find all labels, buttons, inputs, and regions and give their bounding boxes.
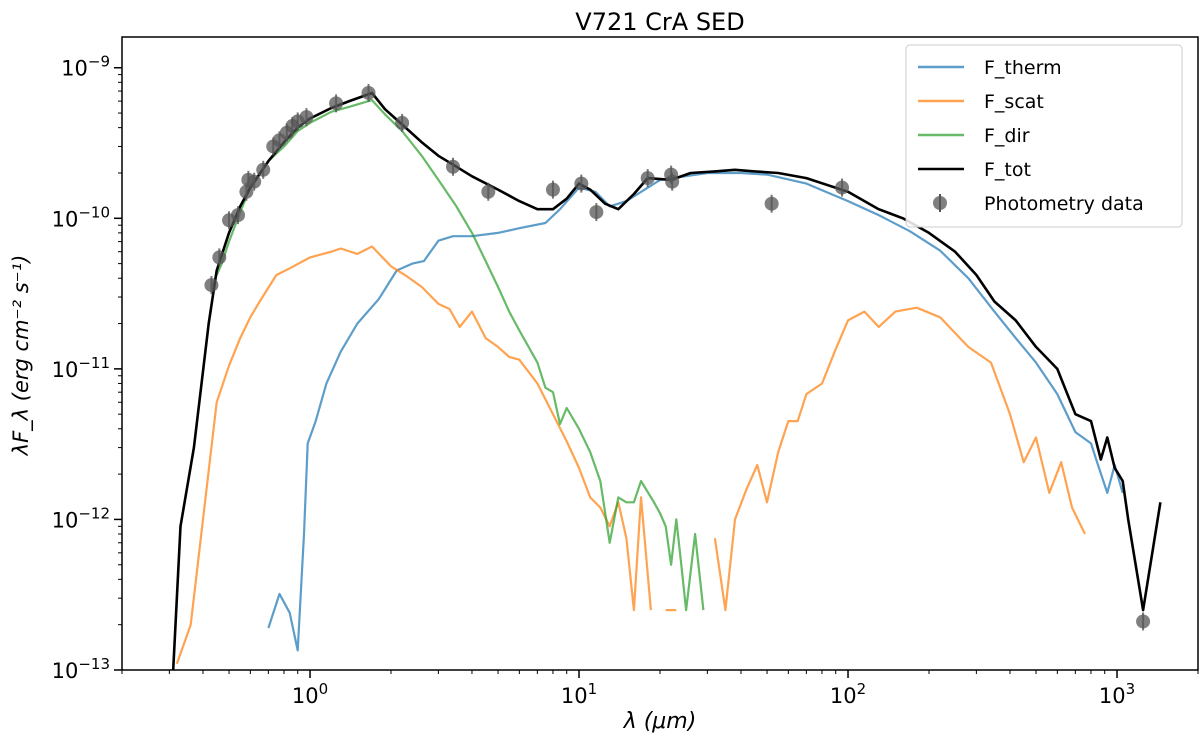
legend-box xyxy=(905,44,1183,228)
photometry-point xyxy=(247,174,262,189)
y-tick-label: 10−10 xyxy=(52,203,110,231)
series-line-f-scat-0 xyxy=(175,245,652,665)
photometry-point xyxy=(640,171,655,186)
photometry-point xyxy=(481,184,496,199)
photometry-point xyxy=(764,196,779,211)
y-tick-label: 10−9 xyxy=(61,53,110,81)
y-tick-label: 10−11 xyxy=(52,354,110,382)
photometry-point xyxy=(239,184,254,199)
legend: F_therm F_scat F_dir F_tot Photometry data xyxy=(905,44,1183,228)
photometry-point xyxy=(361,85,376,100)
x-axis-ticks: 100 101 102 103 xyxy=(121,670,1199,708)
legend-photometry-marker xyxy=(933,196,947,210)
photometry-point xyxy=(1136,614,1151,629)
x-tick-label: 101 xyxy=(561,680,597,708)
series-line-f-dir-0 xyxy=(210,98,705,612)
photometry-point xyxy=(835,180,850,195)
photometry-point xyxy=(665,174,680,189)
series-line-f-scat-2 xyxy=(713,306,1086,612)
photometry-point xyxy=(395,115,410,130)
legend-label: F_tot xyxy=(984,159,1031,181)
photometry-point xyxy=(212,250,227,265)
legend-label: F_dir xyxy=(984,125,1030,147)
legend-label: F_therm xyxy=(984,57,1062,79)
plot-area xyxy=(171,83,1162,670)
x-tick-label: 103 xyxy=(1099,680,1135,708)
x-tick-label: 100 xyxy=(292,680,328,708)
chart-title: V721 CrA SED xyxy=(575,8,744,36)
series-group xyxy=(171,83,1162,670)
photometry-point xyxy=(299,110,314,125)
photometry-point xyxy=(574,176,589,191)
y-tick-label: 10−12 xyxy=(52,504,110,532)
x-axis-label: λ (μm) xyxy=(623,709,697,734)
x-tick-label: 102 xyxy=(830,680,866,708)
photometry-point xyxy=(589,205,604,220)
photometry-point xyxy=(231,208,246,223)
y-tick-label: 10−13 xyxy=(52,655,110,683)
y-axis-label: λF_λ (erg cm⁻² s⁻¹) xyxy=(9,255,34,457)
photometry-point xyxy=(329,96,344,111)
y-axis-ticks: 10−13 10−12 10−11 10−10 10−9 xyxy=(52,53,122,683)
legend-label: Photometry data xyxy=(984,193,1144,215)
photometry-point xyxy=(445,159,460,174)
series-line-f-therm-0 xyxy=(267,171,1124,652)
photometry-point xyxy=(545,182,560,197)
photometry-point xyxy=(204,278,219,293)
legend-label: F_scat xyxy=(984,91,1044,113)
photometry-point xyxy=(256,162,271,177)
